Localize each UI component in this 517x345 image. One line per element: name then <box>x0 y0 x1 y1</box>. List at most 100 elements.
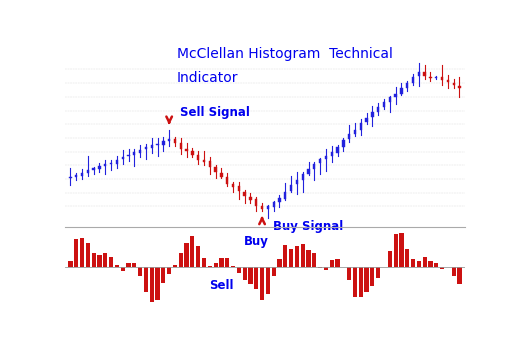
Bar <box>86 243 90 267</box>
Bar <box>458 267 462 284</box>
Bar <box>290 185 292 191</box>
Bar <box>249 197 252 200</box>
Bar <box>423 72 426 76</box>
Bar <box>232 185 234 187</box>
Bar <box>376 267 381 278</box>
Bar <box>330 152 333 157</box>
Bar <box>219 258 223 267</box>
Bar <box>149 267 154 302</box>
Bar <box>336 259 340 267</box>
Bar <box>161 267 165 283</box>
Bar <box>144 267 148 292</box>
Bar <box>312 254 316 267</box>
Bar <box>289 249 293 267</box>
Bar <box>301 174 304 180</box>
Bar <box>145 147 147 149</box>
Bar <box>348 135 351 139</box>
Bar <box>400 88 403 94</box>
Bar <box>162 141 164 145</box>
Bar <box>353 267 357 297</box>
Bar <box>104 164 107 166</box>
Bar <box>366 118 368 122</box>
Bar <box>429 261 433 267</box>
Bar <box>150 145 153 148</box>
Text: Buy: Buy <box>244 235 269 248</box>
Bar <box>313 164 315 169</box>
Bar <box>179 253 183 267</box>
Bar <box>319 159 321 163</box>
Bar <box>203 160 205 162</box>
Bar <box>283 245 287 267</box>
Bar <box>364 267 369 292</box>
Bar <box>406 83 408 88</box>
Bar <box>325 156 327 159</box>
Bar <box>231 266 235 267</box>
Bar <box>139 150 141 152</box>
Bar <box>173 265 177 267</box>
Bar <box>167 267 171 274</box>
Bar <box>267 206 269 209</box>
Bar <box>417 261 421 267</box>
Bar <box>440 267 444 269</box>
Bar <box>307 169 310 174</box>
Bar <box>214 263 218 267</box>
Bar <box>411 259 415 267</box>
Bar <box>388 251 392 267</box>
Bar <box>202 258 206 267</box>
Bar <box>220 173 223 177</box>
Text: Indicator: Indicator <box>177 71 238 85</box>
Text: McClellan Histogram  Technical: McClellan Histogram Technical <box>177 47 393 61</box>
Bar <box>132 263 136 267</box>
Bar <box>156 144 159 145</box>
Bar <box>92 253 96 267</box>
Bar <box>412 77 414 83</box>
Bar <box>337 147 339 153</box>
Bar <box>196 246 200 267</box>
Bar <box>226 177 229 184</box>
Bar <box>451 267 456 276</box>
Bar <box>242 267 247 280</box>
Bar <box>434 263 438 267</box>
Bar <box>80 238 84 267</box>
Bar <box>278 198 281 202</box>
Bar <box>120 267 125 271</box>
Bar <box>254 267 258 289</box>
Bar <box>435 77 437 78</box>
Bar <box>209 161 211 167</box>
Text: Sell Signal: Sell Signal <box>179 106 250 119</box>
Bar <box>360 123 362 130</box>
Bar <box>441 77 443 80</box>
Bar <box>261 206 263 209</box>
Bar <box>405 249 409 267</box>
Bar <box>138 267 142 276</box>
Text: Buy Signal: Buy Signal <box>272 220 343 233</box>
Bar <box>168 139 170 141</box>
Bar <box>354 130 356 134</box>
Bar <box>418 72 420 77</box>
Bar <box>295 246 299 267</box>
Bar <box>87 170 89 173</box>
Bar <box>371 112 374 118</box>
Bar <box>225 258 230 267</box>
Bar <box>75 175 78 177</box>
Bar <box>377 107 379 112</box>
Bar <box>116 159 118 164</box>
Bar <box>133 152 135 155</box>
Bar <box>318 267 322 268</box>
Text: Sell: Sell <box>209 279 234 292</box>
Bar <box>69 177 71 178</box>
Bar <box>389 97 391 102</box>
Bar <box>197 155 200 160</box>
Bar <box>370 267 374 286</box>
Bar <box>103 253 108 267</box>
Bar <box>127 155 130 156</box>
Bar <box>399 233 403 267</box>
Bar <box>452 83 455 85</box>
Bar <box>81 173 83 176</box>
Bar <box>185 243 189 267</box>
Bar <box>244 191 246 197</box>
Bar <box>93 168 95 170</box>
Bar <box>110 163 112 164</box>
Bar <box>260 267 264 300</box>
Bar <box>330 260 334 267</box>
